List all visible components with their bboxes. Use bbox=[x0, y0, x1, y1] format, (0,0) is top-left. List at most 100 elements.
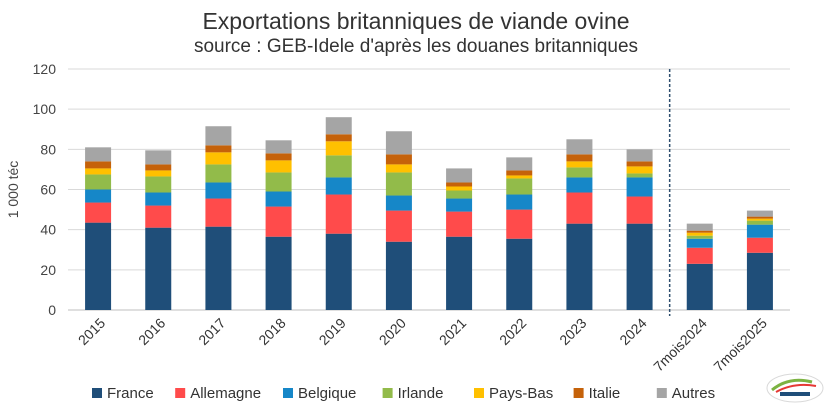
y-tick-label: 100 bbox=[33, 101, 57, 117]
bar-segment bbox=[506, 157, 533, 171]
bar-segment bbox=[566, 167, 593, 178]
bar-segment bbox=[506, 178, 533, 195]
bar-segment bbox=[265, 140, 292, 154]
x-tick-label: 2019 bbox=[316, 315, 349, 348]
bar-segment bbox=[506, 238, 533, 310]
bar-segment bbox=[85, 161, 112, 169]
legend-label: Belgique bbox=[298, 385, 356, 402]
bar-segment bbox=[686, 235, 713, 239]
bar-segment bbox=[746, 224, 773, 238]
bar-segment bbox=[145, 150, 172, 165]
bar-segment bbox=[506, 209, 533, 239]
bar-segment bbox=[325, 233, 352, 310]
bar-segment bbox=[265, 206, 292, 237]
bar-segment bbox=[566, 139, 593, 155]
bar-segment bbox=[325, 117, 352, 135]
bar-segment bbox=[325, 194, 352, 234]
bar-segment bbox=[265, 236, 292, 310]
bar-segment bbox=[686, 232, 713, 236]
bar-segment bbox=[746, 237, 773, 253]
bar-segment bbox=[325, 141, 352, 156]
x-tick-label: 7mois2025 bbox=[710, 315, 770, 375]
bar-segment bbox=[325, 134, 352, 142]
legend-swatch bbox=[382, 388, 393, 398]
bar-segment bbox=[385, 164, 412, 173]
legend-label: Autres bbox=[672, 385, 715, 402]
y-tick-label: 40 bbox=[40, 222, 56, 238]
x-tick-label: 2015 bbox=[75, 315, 108, 348]
bar-segment bbox=[566, 177, 593, 193]
bar-segment bbox=[686, 230, 713, 233]
bar-segment bbox=[145, 227, 172, 310]
x-tick-label: 2024 bbox=[616, 315, 649, 348]
idele-logo bbox=[766, 373, 824, 403]
x-tick-label: 2022 bbox=[496, 315, 529, 348]
legend-swatch bbox=[92, 388, 102, 398]
bar-segment bbox=[446, 186, 473, 191]
legend-label: Irlande bbox=[398, 385, 444, 402]
bar-segment bbox=[145, 170, 172, 177]
bar-segment bbox=[446, 182, 473, 187]
y-tick-label: 0 bbox=[48, 302, 56, 318]
bar-segment bbox=[265, 172, 292, 192]
bar-segment bbox=[446, 236, 473, 310]
bar-segment bbox=[205, 182, 232, 199]
x-tick-label: 2018 bbox=[255, 315, 288, 348]
bar-segment bbox=[385, 172, 412, 196]
bar-segment bbox=[746, 252, 773, 310]
bar-segment bbox=[205, 126, 232, 146]
bar-segment bbox=[85, 174, 112, 190]
bar-segment bbox=[145, 205, 172, 228]
y-tick-label: 120 bbox=[33, 61, 57, 77]
bar-segment bbox=[85, 189, 112, 203]
bar-segment bbox=[145, 192, 172, 206]
bar-segment bbox=[506, 175, 533, 179]
legend-swatch bbox=[474, 388, 484, 398]
bar-segment bbox=[746, 216, 773, 219]
y-tick-label: 20 bbox=[40, 262, 56, 278]
bar-segment bbox=[85, 147, 112, 162]
x-tick-label: 2023 bbox=[556, 315, 589, 348]
chart-title: Exportations britanniques de viande ovin… bbox=[202, 8, 630, 34]
bar-segment bbox=[385, 241, 412, 310]
legend-label: Italie bbox=[589, 385, 621, 402]
bar-segment bbox=[566, 223, 593, 310]
x-tick-label: 7mois2024 bbox=[650, 315, 710, 375]
bar-segment bbox=[626, 196, 653, 224]
bar-segment bbox=[746, 210, 773, 217]
bar-segment bbox=[145, 164, 172, 171]
bar-segment bbox=[626, 223, 653, 310]
bar-segment bbox=[265, 191, 292, 207]
y-axis-label: 1 000 téc bbox=[5, 161, 21, 219]
y-tick-label: 60 bbox=[40, 182, 56, 198]
x-tick-label: 2020 bbox=[376, 315, 409, 348]
bar-segment bbox=[686, 238, 713, 248]
legend-label: Allemagne bbox=[190, 385, 261, 402]
bar-segment bbox=[325, 155, 352, 178]
bar-segment bbox=[265, 160, 292, 173]
bar-segment bbox=[446, 198, 473, 212]
bar-segment bbox=[385, 195, 412, 211]
x-tick-label: 2017 bbox=[195, 315, 228, 348]
bar-segment bbox=[626, 161, 653, 167]
legend-swatch bbox=[175, 388, 186, 398]
bar-segment bbox=[566, 154, 593, 162]
bar-segment bbox=[385, 154, 412, 165]
bar-segment bbox=[626, 173, 653, 178]
bar-segment bbox=[626, 149, 653, 162]
bar-segment bbox=[686, 223, 713, 231]
chart-subtitle: source : GEB-Idele d'après les douanes b… bbox=[193, 36, 639, 57]
x-tick-label: 2016 bbox=[135, 315, 168, 348]
bar-segment bbox=[385, 210, 412, 242]
bar-segment bbox=[446, 211, 473, 237]
bar-segment bbox=[446, 190, 473, 199]
legend-label: France bbox=[107, 385, 154, 402]
bar-segment bbox=[85, 202, 112, 223]
bar-segment bbox=[205, 152, 232, 165]
bar-segment bbox=[85, 222, 112, 310]
bar-segment bbox=[85, 168, 112, 175]
bar-segment bbox=[626, 177, 653, 197]
bar-segment bbox=[205, 226, 232, 310]
